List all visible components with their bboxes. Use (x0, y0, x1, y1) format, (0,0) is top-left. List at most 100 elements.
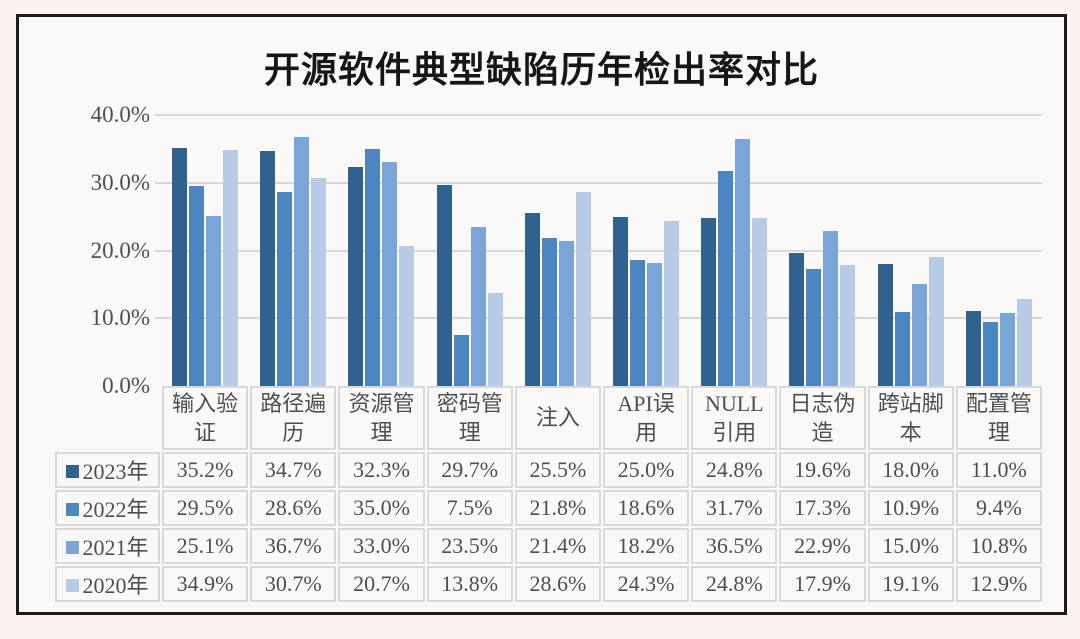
gridline-20 (155, 249, 1042, 252)
bar (260, 150, 276, 386)
bar (399, 245, 415, 386)
value-cell: 19.6% (779, 452, 866, 488)
category-header-cell: 资源管理 (338, 386, 425, 450)
value-cell: 35.0% (338, 490, 425, 526)
bar (911, 284, 927, 386)
value-cell: 33.0% (338, 528, 425, 564)
category-header-cell: 路径遍历 (250, 386, 337, 450)
value-cell: 29.7% (426, 452, 513, 488)
value-cell: 28.6% (250, 490, 337, 526)
bar (965, 311, 981, 386)
bar-group-9 (868, 115, 954, 386)
value-cell: 35.2% (162, 452, 249, 488)
value-cell: 13.8% (426, 566, 513, 602)
y-axis-tick-label: 20.0% (90, 237, 150, 263)
bar (613, 216, 629, 386)
category-header-cell: 跨站脚本 (867, 386, 954, 450)
bar (806, 268, 822, 386)
series-legend-cell: 2021年 (55, 528, 160, 564)
category-header-cell: 密码管理 (426, 386, 513, 450)
value-cell: 24.8% (691, 452, 778, 488)
bar (206, 215, 222, 386)
bar (453, 335, 469, 386)
bar (664, 221, 680, 386)
bar (470, 226, 486, 386)
value-cell: 11.0% (955, 452, 1042, 488)
bar (382, 162, 398, 386)
value-cell: 34.7% (250, 452, 337, 488)
bar (999, 312, 1015, 386)
value-cell: 34.9% (162, 566, 249, 602)
value-cell: 18.0% (867, 452, 954, 488)
bar-group-2 (250, 115, 336, 386)
bar (718, 171, 734, 386)
value-cell: 22.9% (779, 528, 866, 564)
bar (311, 178, 327, 386)
series-name: 2023年 (82, 459, 149, 484)
y-axis-tick-label: 30.0% (90, 169, 150, 195)
value-cell: 32.3% (338, 452, 425, 488)
bar (840, 264, 856, 386)
bar (928, 256, 944, 386)
bar-group-1 (162, 115, 248, 386)
chart-frame: 开源软件典型缺陷历年检出率对比 40.0% 30.0% 20.0% 10.0% 0.0%… (16, 14, 1067, 615)
bar (436, 184, 452, 386)
bar-group-3 (338, 115, 424, 386)
category-header-cell: 日志伪造 (779, 386, 866, 450)
category-header-cell: NULL引用 (691, 386, 778, 450)
category-header-cell: 输入验证 (162, 386, 249, 450)
bar (752, 217, 768, 386)
series-legend-cell: 2022年 (55, 490, 160, 526)
value-cell: 10.9% (867, 490, 954, 526)
value-cell: 21.8% (514, 490, 601, 526)
bar (701, 217, 717, 386)
value-cell: 29.5% (162, 490, 249, 526)
legend-swatch-icon (66, 464, 80, 478)
category-header-cell: API误用 (602, 386, 690, 450)
value-cell: 31.7% (691, 490, 778, 526)
value-cell: 24.3% (602, 566, 690, 602)
bar (630, 260, 646, 386)
value-cell: 15.0% (867, 528, 954, 564)
value-cell: 24.8% (691, 566, 778, 602)
value-cell: 17.3% (779, 490, 866, 526)
value-cell: 18.2% (602, 528, 690, 564)
bar-group-8 (779, 115, 865, 386)
bar-group-6 (603, 115, 689, 386)
bar (575, 192, 591, 386)
value-cell: 7.5% (426, 490, 513, 526)
series-name: 2022年 (82, 497, 149, 522)
bar-group-4 (427, 115, 513, 386)
gridline-30 (155, 181, 1042, 184)
bar (172, 147, 188, 386)
bar-group-5 (515, 115, 601, 386)
series-legend-cell: 2020年 (55, 566, 160, 602)
bar-group-7 (691, 115, 777, 386)
data-table: 输入验证 路径遍历 资源管理 密码管理 注入 API误用 NULL引用 日志伪造 跨站脚本 配置管… (55, 386, 1042, 602)
value-cell: 36.5% (691, 528, 778, 564)
bar (487, 292, 503, 386)
value-cell: 17.9% (779, 566, 866, 602)
value-cell: 30.7% (250, 566, 337, 602)
bar (348, 167, 364, 386)
bar (524, 213, 540, 386)
y-axis-tick-label: 40.0% (90, 102, 150, 127)
bar (982, 322, 998, 386)
bar (823, 230, 839, 386)
value-cell: 9.4% (955, 490, 1042, 526)
series-name: 2021年 (82, 535, 149, 560)
y-axis-tick-label: 0.0% (102, 373, 150, 398)
bar (223, 149, 239, 386)
value-cell: 25.1% (162, 528, 249, 564)
table-corner-blank (55, 386, 160, 450)
bar (365, 148, 381, 386)
bar-plot-area (162, 115, 1042, 386)
bar (541, 238, 557, 386)
legend-swatch-icon (66, 540, 80, 554)
value-cell: 23.5% (426, 528, 513, 564)
bar (294, 137, 310, 386)
value-cell: 21.4% (514, 528, 601, 564)
bar (789, 253, 805, 386)
value-cell: 12.9% (955, 566, 1042, 602)
bar (189, 186, 205, 386)
